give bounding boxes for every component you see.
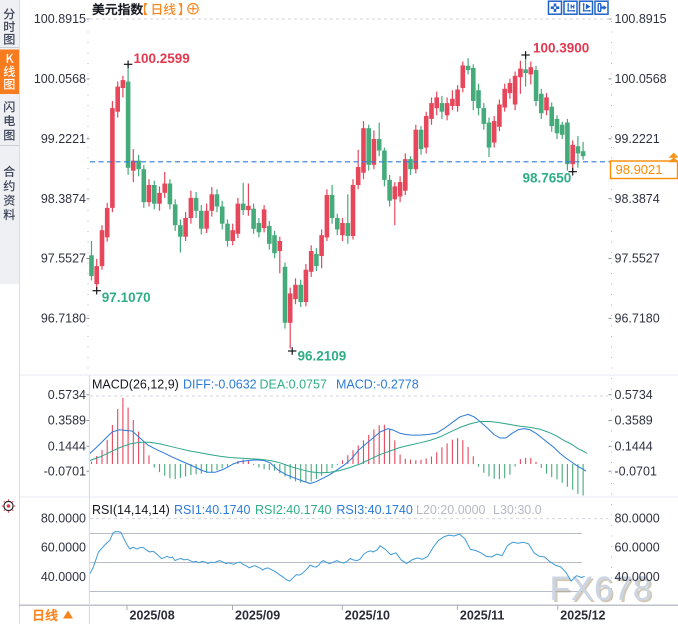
svg-text:100.0568: 100.0568 xyxy=(34,72,86,86)
svg-text:96.7180: 96.7180 xyxy=(41,312,86,326)
svg-text:98.3874: 98.3874 xyxy=(41,192,86,206)
svg-text:100.8915: 100.8915 xyxy=(34,12,86,26)
svg-text:0.5734: 0.5734 xyxy=(615,388,653,402)
svg-text:L20:20.0000: L20:20.0000 xyxy=(416,503,486,517)
svg-text:98.3874: 98.3874 xyxy=(615,192,660,206)
svg-text:96.7180: 96.7180 xyxy=(615,312,660,326)
svg-text:L30:30.0: L30:30.0 xyxy=(493,503,542,517)
svg-text:2025/10: 2025/10 xyxy=(345,609,390,623)
svg-text:98.7650: 98.7650 xyxy=(523,171,572,186)
svg-text:97.5527: 97.5527 xyxy=(41,252,86,266)
svg-text:100.0568: 100.0568 xyxy=(615,72,667,86)
svg-text:0.1444: 0.1444 xyxy=(48,440,86,454)
svg-text:RSI1:40.1740: RSI1:40.1740 xyxy=(174,503,250,517)
svg-text:99.2221: 99.2221 xyxy=(615,132,660,146)
svg-text:60.0000: 60.0000 xyxy=(615,540,660,554)
svg-text:0.1444: 0.1444 xyxy=(615,440,653,454)
svg-text:0.3589: 0.3589 xyxy=(48,414,86,428)
svg-text:2025/11: 2025/11 xyxy=(460,609,505,623)
svg-text:MACD(26,12,9): MACD(26,12,9) xyxy=(92,378,179,392)
svg-text:99.2221: 99.2221 xyxy=(41,132,86,146)
svg-text:FX678: FX678 xyxy=(552,572,655,610)
svg-text:0.3589: 0.3589 xyxy=(615,414,653,428)
svg-text:98.9021: 98.9021 xyxy=(616,162,663,177)
svg-text:-0.0701: -0.0701 xyxy=(615,464,657,478)
svg-text:DEA:0.0757: DEA:0.0757 xyxy=(260,378,327,392)
svg-text:100.8915: 100.8915 xyxy=(615,12,667,26)
svg-text:80.0000: 80.0000 xyxy=(41,511,86,525)
svg-text:MACD:-0.2778: MACD:-0.2778 xyxy=(336,378,419,392)
svg-text:97.1070: 97.1070 xyxy=(102,290,151,305)
svg-text:100.3900: 100.3900 xyxy=(533,41,589,56)
svg-text:2025/12: 2025/12 xyxy=(560,609,605,623)
svg-text:-0.0701: -0.0701 xyxy=(44,464,86,478)
svg-text:RSI3:40.1740: RSI3:40.1740 xyxy=(336,503,412,517)
svg-text:RSI2:40.1740: RSI2:40.1740 xyxy=(255,503,331,517)
svg-text:40.0000: 40.0000 xyxy=(41,570,86,584)
svg-text:40.0000: 40.0000 xyxy=(615,570,660,584)
svg-text:DIFF:-0.0632: DIFF:-0.0632 xyxy=(183,378,257,392)
svg-text:96.2109: 96.2109 xyxy=(298,349,347,364)
svg-text:97.5527: 97.5527 xyxy=(615,252,660,266)
svg-text:100.2599: 100.2599 xyxy=(134,51,190,66)
svg-text:80.0000: 80.0000 xyxy=(615,511,660,525)
svg-text:0.5734: 0.5734 xyxy=(48,388,86,402)
svg-text:RSI(14,14,14): RSI(14,14,14) xyxy=(92,503,170,517)
svg-text:FX678: FX678 xyxy=(550,570,653,608)
svg-text:2025/09: 2025/09 xyxy=(235,609,280,623)
svg-text:2025/08: 2025/08 xyxy=(130,609,175,623)
svg-text:60.0000: 60.0000 xyxy=(41,540,86,554)
